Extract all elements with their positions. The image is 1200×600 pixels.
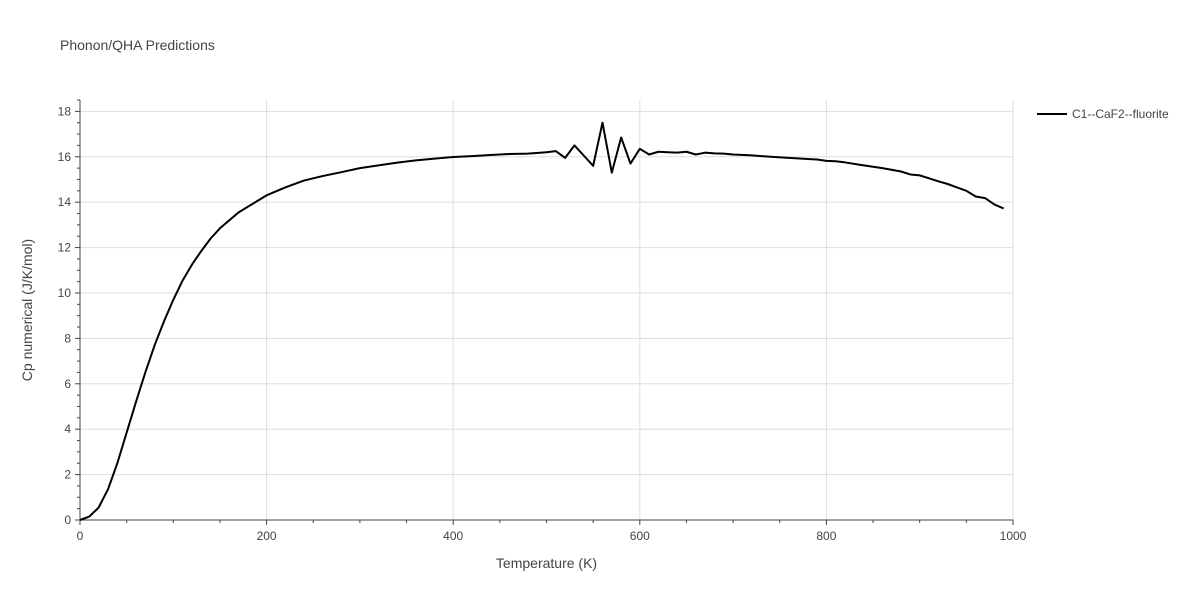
y-tick-label: 10 [58, 286, 72, 300]
y-tick-label: 14 [58, 195, 72, 209]
x-tick-label: 200 [257, 529, 277, 543]
x-axis-title: Temperature (K) [496, 555, 597, 571]
grid-layer [80, 100, 1014, 520]
x-tick-label: 400 [443, 529, 463, 543]
axis-layer: 0 2 4 6 8 10 12 14 16 18 0 200 400 600 800 1000 [58, 99, 1027, 543]
x-tick-label: 1000 [1000, 529, 1027, 543]
series-line [79, 121, 1005, 521]
legend[interactable]: C1--CaF2--fluorite [1037, 107, 1169, 121]
y-tick-label: 0 [64, 513, 71, 527]
series-layer [79, 121, 1005, 521]
y-tick-label: 8 [64, 331, 71, 345]
x-tick-label: 0 [77, 529, 84, 543]
y-tick-label: 4 [64, 422, 71, 436]
y-axis-title: Cp numerical (J/K/mol) [19, 239, 35, 381]
x-tick-label: 800 [816, 529, 836, 543]
chart-title: Phonon/QHA Predictions [60, 37, 215, 53]
legend-label: C1--CaF2--fluorite [1072, 107, 1169, 121]
y-tick-label: 16 [58, 150, 72, 164]
y-tick-label: 2 [64, 468, 71, 482]
x-tick-label: 600 [630, 529, 650, 543]
y-tick-label: 12 [58, 241, 72, 255]
y-tick-label: 18 [58, 104, 72, 118]
y-tick-label: 6 [64, 377, 71, 391]
